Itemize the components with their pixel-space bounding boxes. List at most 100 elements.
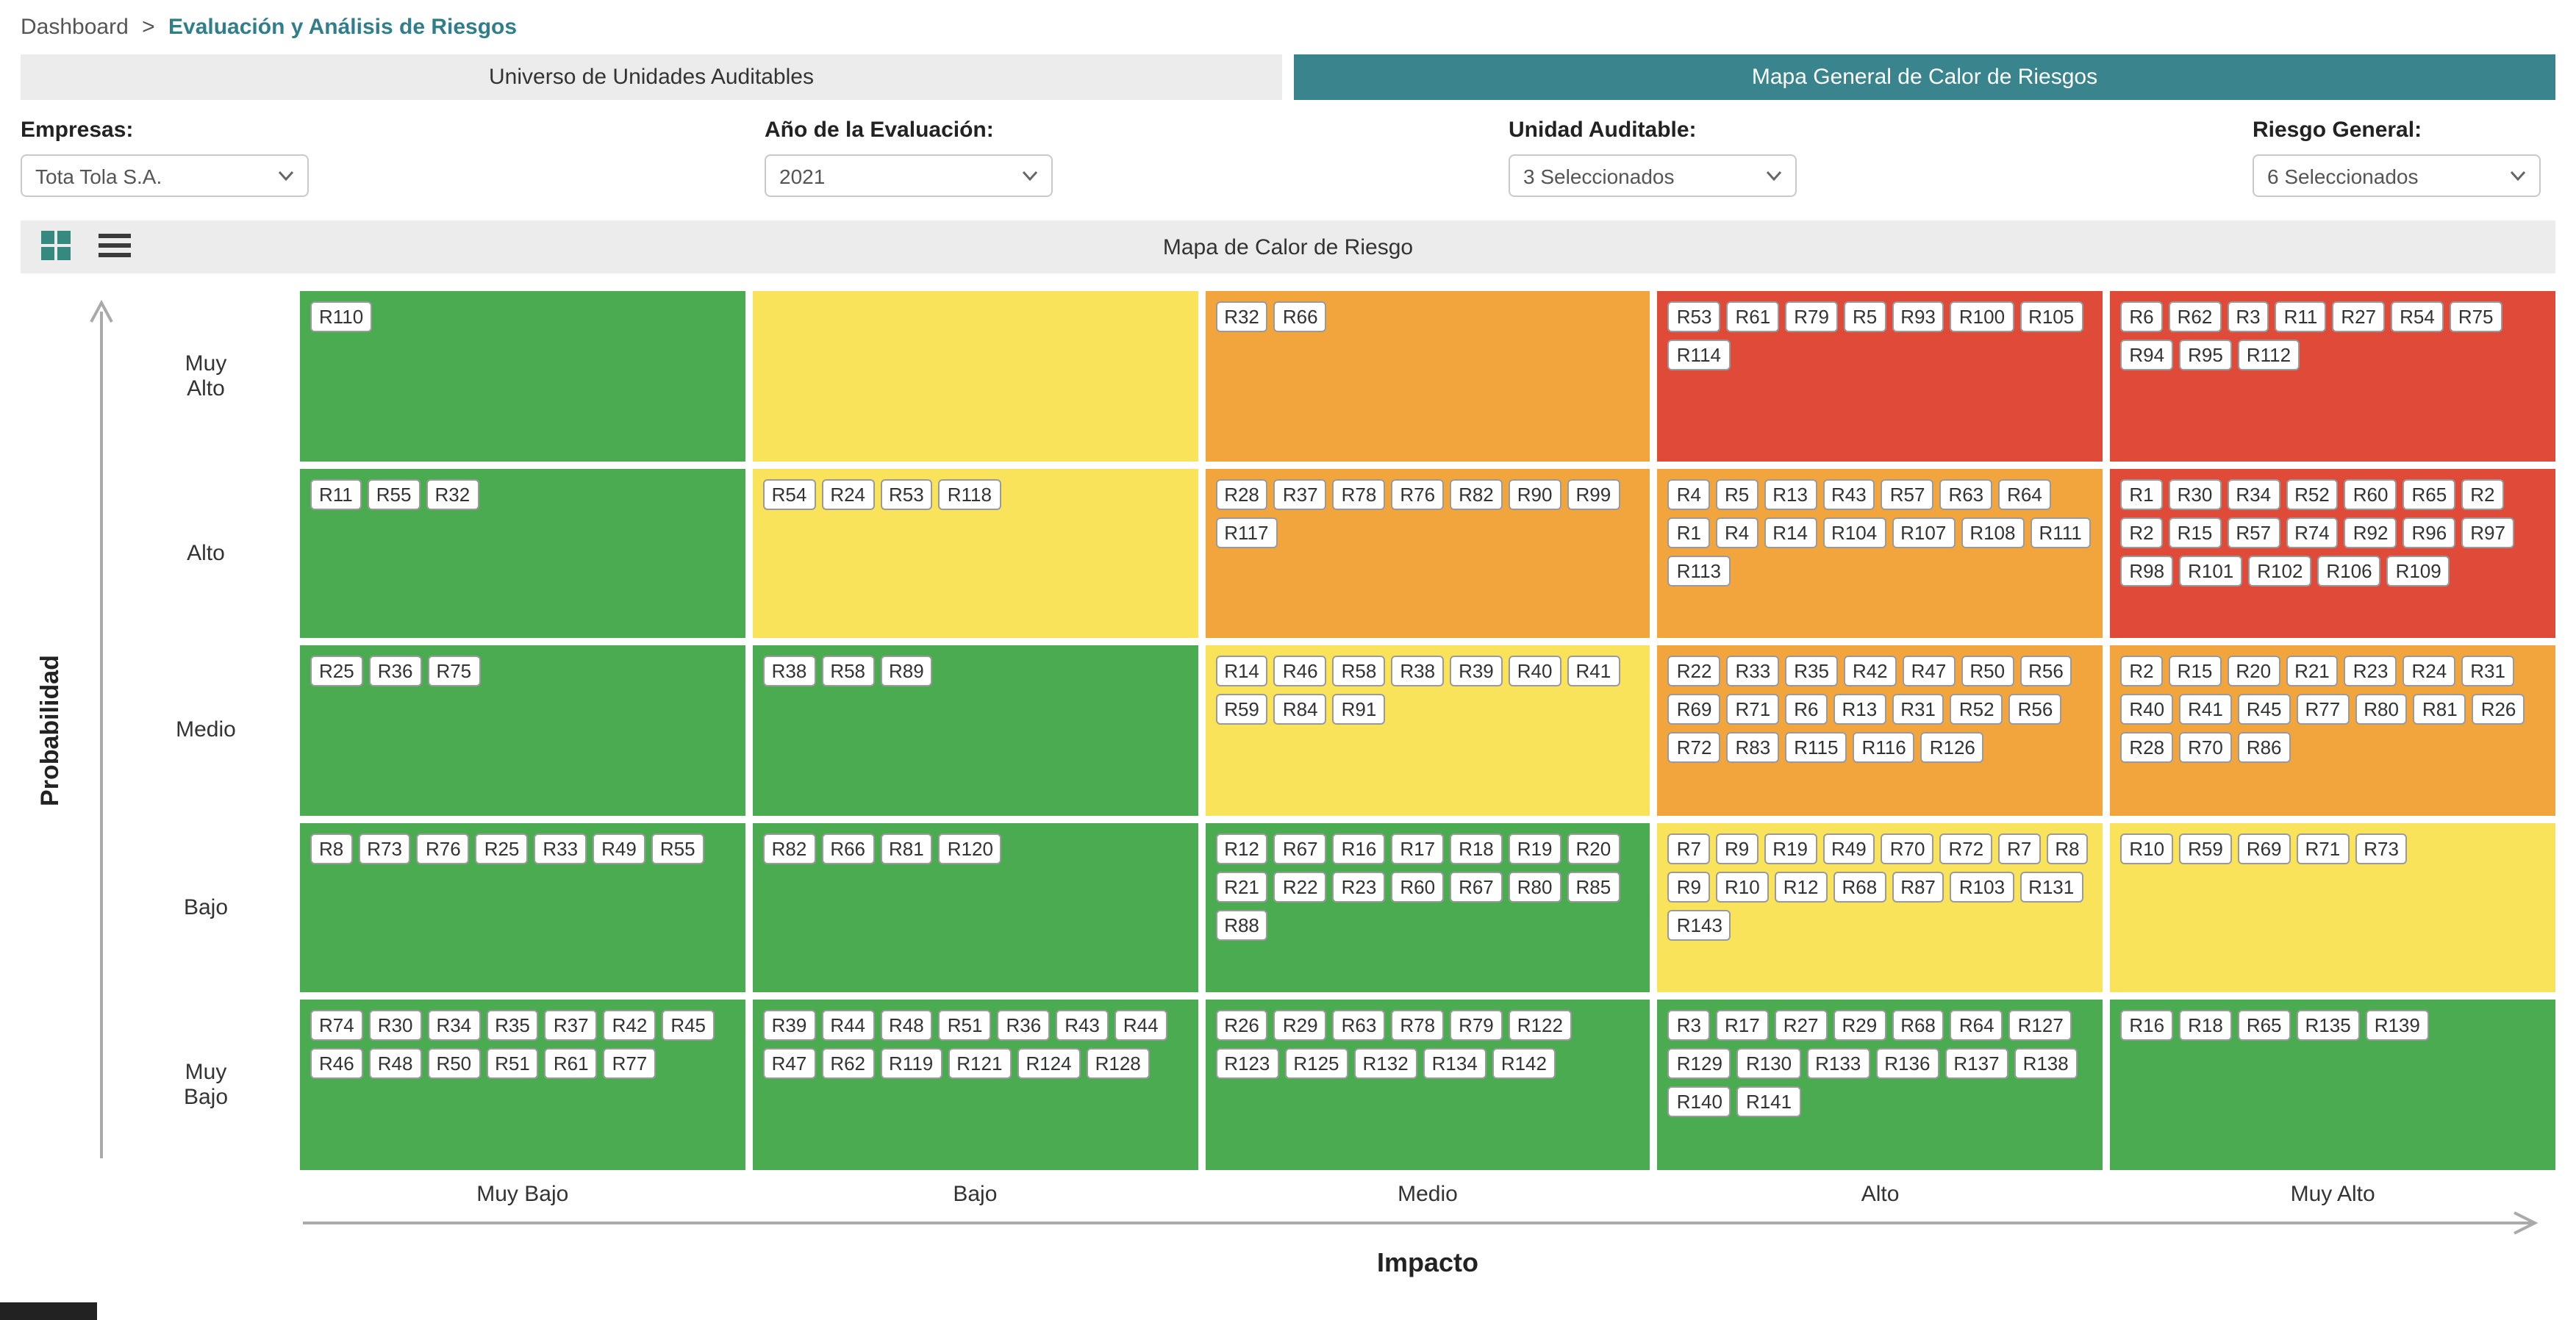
risk-chip[interactable]: R137 — [1944, 1048, 2008, 1080]
risk-chip[interactable]: R112 — [2237, 340, 2300, 370]
risk-chip[interactable]: R40 — [2120, 694, 2174, 725]
risk-chip[interactable]: R59 — [2179, 833, 2232, 864]
risk-chip[interactable]: R142 — [1492, 1048, 1556, 1080]
risk-chip[interactable]: R68 — [1892, 1010, 1944, 1041]
risk-chip[interactable]: R61 — [1726, 301, 1780, 332]
risk-chip[interactable]: R13 — [1833, 694, 1886, 725]
risk-chip[interactable]: R45 — [662, 1010, 715, 1041]
risk-chip[interactable]: R94 — [2120, 340, 2174, 370]
risk-chip[interactable]: R81 — [880, 833, 933, 864]
risk-chip[interactable]: R120 — [938, 833, 1002, 864]
risk-chip[interactable]: R107 — [1892, 517, 1956, 548]
filter-select-riesgo-general[interactable]: 6 Seleccionados — [2253, 154, 2541, 197]
risk-chip[interactable]: R24 — [2403, 656, 2456, 687]
risk-chip[interactable]: R7 — [1998, 833, 2041, 864]
risk-chip[interactable]: R18 — [2179, 1010, 2232, 1041]
risk-chip[interactable]: R41 — [2179, 694, 2232, 725]
risk-chip[interactable]: R5 — [1716, 478, 1759, 510]
risk-chip[interactable]: R37 — [544, 1010, 598, 1041]
risk-chip[interactable]: R55 — [367, 478, 421, 510]
risk-chip[interactable]: R61 — [544, 1048, 598, 1080]
risk-chip[interactable]: R47 — [1902, 656, 1956, 687]
risk-chip[interactable]: R20 — [1567, 833, 1620, 864]
risk-chip[interactable]: R126 — [1920, 732, 1984, 764]
risk-chip[interactable]: R11 — [310, 478, 362, 510]
risk-chip[interactable]: R26 — [2472, 694, 2525, 725]
risk-chip[interactable]: R39 — [1450, 656, 1503, 687]
risk-chip[interactable]: R75 — [427, 656, 481, 687]
risk-chip[interactable]: R56 — [2019, 656, 2072, 687]
risk-chip[interactable]: R111 — [2030, 517, 2091, 548]
risk-chip[interactable]: R16 — [2120, 1010, 2174, 1041]
risk-chip[interactable]: R84 — [1273, 694, 1327, 725]
risk-chip[interactable]: R28 — [2120, 732, 2174, 764]
risk-chip[interactable]: R82 — [762, 833, 816, 864]
risk-chip[interactable]: R33 — [1726, 656, 1780, 687]
risk-chip[interactable]: R15 — [2168, 656, 2222, 687]
risk-chip[interactable]: R63 — [1939, 478, 1993, 510]
risk-chip[interactable]: R79 — [1785, 301, 1838, 332]
risk-chip[interactable]: R27 — [2332, 301, 2386, 332]
risk-chip[interactable]: R130 — [1736, 1048, 1801, 1080]
risk-chip[interactable]: R4 — [1667, 478, 1711, 510]
risk-chip[interactable]: R76 — [1391, 478, 1445, 510]
risk-chip[interactable]: R121 — [948, 1048, 1012, 1080]
risk-chip[interactable]: R139 — [2365, 1010, 2429, 1041]
risk-chip[interactable]: R36 — [368, 656, 422, 687]
risk-chip[interactable]: R131 — [2019, 871, 2083, 903]
risk-chip[interactable]: R119 — [880, 1048, 942, 1080]
risk-chip[interactable]: R24 — [821, 478, 875, 510]
risk-chip[interactable]: R28 — [1215, 478, 1268, 510]
risk-chip[interactable]: R22 — [1273, 871, 1327, 903]
risk-chip[interactable]: R42 — [603, 1010, 656, 1041]
tab-universo-unidades-auditables[interactable]: Universo de Unidades Auditables — [21, 54, 1282, 100]
risk-chip[interactable]: R6 — [2120, 301, 2163, 332]
risk-chip[interactable]: R62 — [2168, 301, 2222, 332]
risk-chip[interactable]: R138 — [2014, 1048, 2078, 1080]
risk-chip[interactable]: R1 — [2120, 478, 2163, 510]
risk-chip[interactable]: R29 — [1833, 1010, 1886, 1041]
grid-view-button[interactable] — [32, 225, 79, 269]
risk-chip[interactable]: R4 — [1716, 517, 1759, 548]
risk-chip[interactable]: R80 — [1508, 871, 1561, 903]
risk-chip[interactable]: R21 — [2286, 656, 2339, 687]
risk-chip[interactable]: R71 — [1726, 694, 1780, 725]
risk-chip[interactable]: R109 — [2386, 555, 2450, 587]
tab-mapa-general-calor-riesgos[interactable]: Mapa General de Calor de Riesgos — [1294, 54, 2555, 100]
risk-chip[interactable]: R113 — [1667, 555, 1731, 587]
risk-chip[interactable]: R35 — [486, 1010, 539, 1041]
risk-chip[interactable]: R115 — [1785, 732, 1847, 764]
risk-chip[interactable]: R30 — [368, 1010, 422, 1041]
risk-chip[interactable]: R129 — [1667, 1048, 1731, 1080]
risk-chip[interactable]: R143 — [1667, 909, 1731, 941]
risk-chip[interactable]: R34 — [2227, 478, 2280, 510]
risk-chip[interactable]: R51 — [938, 1010, 992, 1041]
risk-chip[interactable]: R81 — [2413, 694, 2466, 725]
risk-chip[interactable]: R69 — [1667, 694, 1721, 725]
risk-chip[interactable]: R43 — [1822, 478, 1875, 510]
risk-chip[interactable]: R26 — [1215, 1010, 1268, 1041]
risk-chip[interactable]: R64 — [1950, 1010, 2003, 1041]
risk-chip[interactable]: R106 — [2317, 555, 2381, 587]
risk-chip[interactable]: R62 — [821, 1048, 875, 1080]
risk-chip[interactable]: R51 — [486, 1048, 539, 1080]
risk-chip[interactable]: R54 — [762, 478, 816, 510]
risk-chip[interactable]: R74 — [2286, 517, 2339, 548]
risk-chip[interactable]: R59 — [1215, 694, 1268, 725]
risk-chip[interactable]: R13 — [1764, 478, 1817, 510]
breadcrumb-dashboard-link[interactable]: Dashboard — [21, 15, 129, 40]
risk-chip[interactable]: R100 — [1950, 301, 2014, 332]
risk-chip[interactable]: R110 — [310, 301, 373, 332]
risk-chip[interactable]: R103 — [1950, 871, 2014, 903]
risk-chip[interactable]: R140 — [1667, 1086, 1731, 1118]
risk-chip[interactable]: R14 — [1764, 517, 1817, 548]
risk-chip[interactable]: R99 — [1567, 478, 1620, 510]
risk-chip[interactable]: R73 — [2355, 833, 2408, 864]
risk-chip[interactable]: R132 — [1353, 1048, 1417, 1080]
risk-chip[interactable]: R9 — [1667, 871, 1711, 903]
risk-chip[interactable]: R50 — [1961, 656, 2014, 687]
risk-chip[interactable]: R89 — [880, 656, 933, 687]
risk-chip[interactable]: R82 — [1450, 478, 1503, 510]
risk-chip[interactable]: R134 — [1423, 1048, 1486, 1080]
risk-chip[interactable]: R123 — [1215, 1048, 1279, 1080]
